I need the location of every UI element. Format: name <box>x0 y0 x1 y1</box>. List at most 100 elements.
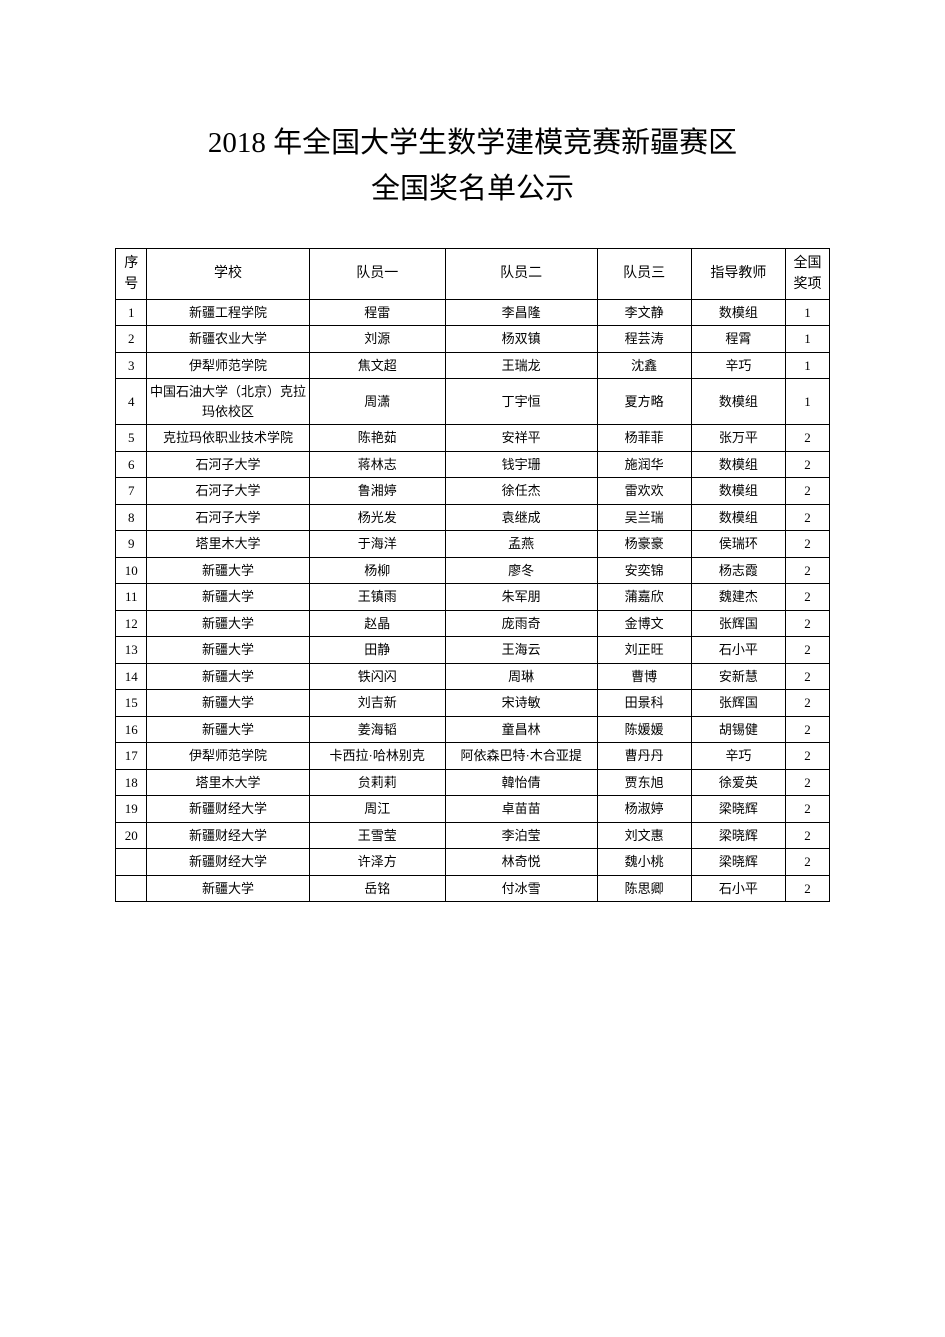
cell-member1: 刘源 <box>309 326 445 353</box>
cell-school: 新疆大学 <box>147 637 309 664</box>
cell-award: 1 <box>786 299 830 326</box>
cell-seq: 15 <box>116 690 147 717</box>
cell-member2: 卓苗苗 <box>445 796 597 823</box>
cell-member2: 童昌林 <box>445 716 597 743</box>
cell-seq <box>116 875 147 902</box>
table-row: 16新疆大学姜海韬童昌林陈媛媛胡锡健2 <box>116 716 830 743</box>
cell-teacher: 梁晓辉 <box>691 822 785 849</box>
cell-member1: 杨柳 <box>309 557 445 584</box>
cell-school: 新疆财经大学 <box>147 822 309 849</box>
header-school: 学校 <box>147 248 309 299</box>
cell-school: 塔里木大学 <box>147 769 309 796</box>
cell-award: 2 <box>786 769 830 796</box>
cell-member3: 杨菲菲 <box>597 425 691 452</box>
cell-school: 克拉玛依职业技术学院 <box>147 425 309 452</box>
cell-member1: 陈艳茹 <box>309 425 445 452</box>
cell-school: 新疆农业大学 <box>147 326 309 353</box>
cell-seq: 18 <box>116 769 147 796</box>
table-row: 新疆大学岳铭付冰雪陈思卿石小平2 <box>116 875 830 902</box>
cell-member2: 王海云 <box>445 637 597 664</box>
cell-member2: 朱军朋 <box>445 584 597 611</box>
title-line-2: 全国奖名单公示 <box>115 166 830 212</box>
cell-member3: 李文静 <box>597 299 691 326</box>
cell-teacher: 程霄 <box>691 326 785 353</box>
cell-award: 1 <box>786 326 830 353</box>
cell-member1: 赵晶 <box>309 610 445 637</box>
cell-school: 新疆大学 <box>147 663 309 690</box>
cell-award: 2 <box>786 822 830 849</box>
cell-member1: 蒋林志 <box>309 451 445 478</box>
cell-member2: 阿依森巴特·木合亚提 <box>445 743 597 770</box>
table-row: 12新疆大学赵晶庞雨奇金博文张辉国2 <box>116 610 830 637</box>
table-row: 19新疆财经大学周江卓苗苗杨淑婷梁晓辉2 <box>116 796 830 823</box>
cell-award: 2 <box>786 478 830 505</box>
cell-teacher: 张万平 <box>691 425 785 452</box>
cell-school: 新疆财经大学 <box>147 849 309 876</box>
cell-member1: 田静 <box>309 637 445 664</box>
cell-member3: 安奕锦 <box>597 557 691 584</box>
cell-seq: 6 <box>116 451 147 478</box>
cell-award: 2 <box>786 743 830 770</box>
cell-award: 2 <box>786 663 830 690</box>
table-row: 18塔里木大学贠莉莉韓怡倩贾东旭徐爱英2 <box>116 769 830 796</box>
cell-member3: 吴兰瑞 <box>597 504 691 531</box>
cell-award: 1 <box>786 352 830 379</box>
header-teacher: 指导教师 <box>691 248 785 299</box>
header-award: 全国奖项 <box>786 248 830 299</box>
cell-seq <box>116 849 147 876</box>
cell-school: 中国石油大学（北京）克拉玛依校区 <box>147 379 309 425</box>
cell-member2: 袁继成 <box>445 504 597 531</box>
cell-member3: 夏方略 <box>597 379 691 425</box>
cell-award: 2 <box>786 584 830 611</box>
header-member3: 队员三 <box>597 248 691 299</box>
cell-member1: 岳铭 <box>309 875 445 902</box>
cell-member3: 刘正旺 <box>597 637 691 664</box>
cell-school: 新疆大学 <box>147 557 309 584</box>
cell-member1: 贠莉莉 <box>309 769 445 796</box>
cell-member1: 铁闪闪 <box>309 663 445 690</box>
title-block: 2018 年全国大学生数学建模竞赛新疆赛区 全国奖名单公示 <box>115 120 830 213</box>
cell-member1: 卡西拉·哈林别克 <box>309 743 445 770</box>
cell-teacher: 梁晓辉 <box>691 849 785 876</box>
table-row: 新疆财经大学许泽方林奇悦魏小桃梁晓辉2 <box>116 849 830 876</box>
cell-member3: 魏小桃 <box>597 849 691 876</box>
cell-award: 2 <box>786 504 830 531</box>
cell-teacher: 数模组 <box>691 299 785 326</box>
cell-seq: 20 <box>116 822 147 849</box>
cell-teacher: 数模组 <box>691 379 785 425</box>
table-row: 15新疆大学刘吉新宋诗敏田景科张辉国2 <box>116 690 830 717</box>
table-row: 14新疆大学铁闪闪周琳曹博安新慧2 <box>116 663 830 690</box>
cell-award: 2 <box>786 425 830 452</box>
cell-school: 新疆财经大学 <box>147 796 309 823</box>
cell-teacher: 魏建杰 <box>691 584 785 611</box>
cell-seq: 1 <box>116 299 147 326</box>
cell-teacher: 梁晓辉 <box>691 796 785 823</box>
cell-member2: 王瑞龙 <box>445 352 597 379</box>
cell-award: 2 <box>786 849 830 876</box>
cell-teacher: 徐爱英 <box>691 769 785 796</box>
cell-teacher: 张辉国 <box>691 690 785 717</box>
table-row: 13新疆大学田静王海云刘正旺石小平2 <box>116 637 830 664</box>
cell-member1: 许泽方 <box>309 849 445 876</box>
cell-member2: 钱宇珊 <box>445 451 597 478</box>
table-row: 7石河子大学鲁湘婷徐任杰雷欢欢数模组2 <box>116 478 830 505</box>
cell-member2: 韓怡倩 <box>445 769 597 796</box>
cell-member2: 杨双镇 <box>445 326 597 353</box>
cell-award: 2 <box>786 875 830 902</box>
table-row: 17伊犁师范学院卡西拉·哈林别克阿依森巴特·木合亚提曹丹丹辛巧2 <box>116 743 830 770</box>
cell-teacher: 辛巧 <box>691 743 785 770</box>
cell-school: 石河子大学 <box>147 451 309 478</box>
cell-award: 2 <box>786 690 830 717</box>
table-row: 6石河子大学蒋林志钱宇珊施润华数模组2 <box>116 451 830 478</box>
cell-seq: 16 <box>116 716 147 743</box>
cell-member2: 庞雨奇 <box>445 610 597 637</box>
cell-award: 2 <box>786 531 830 558</box>
header-member1: 队员一 <box>309 248 445 299</box>
table-row: 10新疆大学杨柳廖冬安奕锦杨志霞2 <box>116 557 830 584</box>
cell-seq: 4 <box>116 379 147 425</box>
document-page: 2018 年全国大学生数学建模竞赛新疆赛区 全国奖名单公示 序号 学校 队员一 … <box>0 0 945 902</box>
table-row: 9塔里木大学于海洋孟燕杨豪豪侯瑞环2 <box>116 531 830 558</box>
cell-member3: 施润华 <box>597 451 691 478</box>
table-row: 1新疆工程学院程雷李昌隆李文静数模组1 <box>116 299 830 326</box>
cell-member2: 李昌隆 <box>445 299 597 326</box>
